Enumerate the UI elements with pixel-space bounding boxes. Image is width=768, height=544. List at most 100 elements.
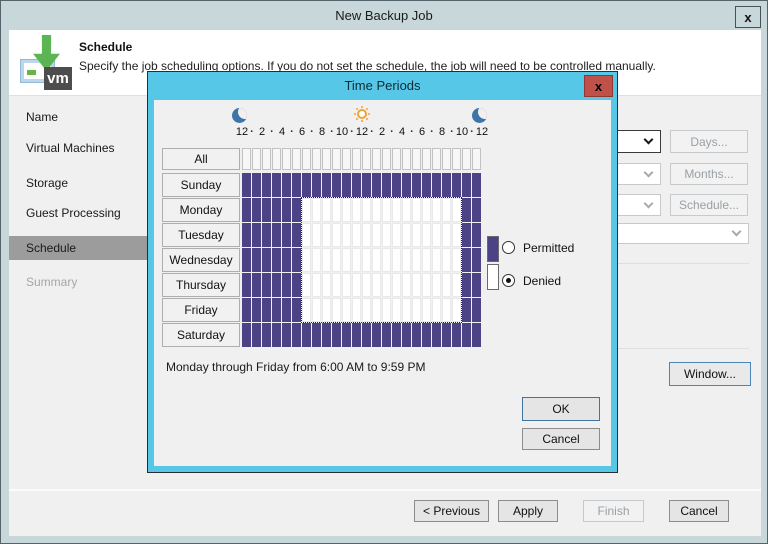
grid-cell[interactable] — [292, 223, 301, 247]
grid-cell[interactable] — [462, 148, 471, 170]
grid-cell[interactable] — [472, 298, 481, 322]
grid-cell[interactable] — [242, 323, 251, 347]
grid-cell[interactable] — [382, 198, 391, 222]
grid-cell[interactable] — [402, 148, 411, 170]
grid-cell[interactable] — [362, 248, 371, 272]
grid-cell[interactable] — [272, 248, 281, 272]
grid-cell[interactable] — [382, 173, 391, 197]
grid-cell[interactable] — [352, 198, 361, 222]
grid-cell[interactable] — [462, 198, 471, 222]
grid-cell[interactable] — [322, 223, 331, 247]
grid-cell[interactable] — [382, 273, 391, 297]
grid-cell[interactable] — [272, 298, 281, 322]
grid-cell[interactable] — [472, 173, 481, 197]
months-button[interactable]: Months... — [670, 163, 748, 185]
grid-row-label[interactable]: Friday — [162, 298, 240, 322]
grid-cell[interactable] — [372, 148, 381, 170]
sidebar-item-name[interactable]: Name — [26, 110, 59, 124]
grid-cell[interactable] — [292, 248, 301, 272]
grid-cell[interactable] — [392, 248, 401, 272]
grid-cell[interactable] — [382, 248, 391, 272]
grid-cell[interactable] — [312, 148, 321, 170]
grid-row-label[interactable]: Monday — [162, 198, 240, 222]
grid-cell[interactable] — [402, 298, 411, 322]
grid-cell[interactable] — [442, 248, 451, 272]
grid-cell[interactable] — [342, 173, 351, 197]
grid-cell[interactable] — [352, 173, 361, 197]
grid-cell[interactable] — [252, 273, 261, 297]
grid-cell[interactable] — [392, 323, 401, 347]
window-titlebar[interactable]: New Backup Job — [1, 1, 767, 30]
sidebar-item-summary[interactable]: Summary — [26, 275, 78, 289]
grid-cell[interactable] — [392, 273, 401, 297]
grid-cell[interactable] — [342, 298, 351, 322]
grid-cell[interactable] — [372, 173, 381, 197]
previous-button[interactable]: < Previous — [414, 500, 489, 522]
grid-cell[interactable] — [432, 323, 441, 347]
grid-cell[interactable] — [312, 298, 321, 322]
grid-cell[interactable] — [242, 273, 251, 297]
grid-cell[interactable] — [342, 323, 351, 347]
grid-cell[interactable] — [312, 173, 321, 197]
grid-cell[interactable] — [402, 198, 411, 222]
grid-cell[interactable] — [292, 298, 301, 322]
grid-cell[interactable] — [442, 198, 451, 222]
grid-cell[interactable] — [372, 273, 381, 297]
grid-cell[interactable] — [402, 273, 411, 297]
grid-cell[interactable] — [422, 173, 431, 197]
grid-cell[interactable] — [282, 248, 291, 272]
grid-cell[interactable] — [302, 273, 311, 297]
grid-cell[interactable] — [432, 223, 441, 247]
grid-cell[interactable] — [402, 323, 411, 347]
grid-row-label[interactable]: Tuesday — [162, 223, 240, 247]
grid-cell[interactable] — [372, 248, 381, 272]
grid-cell[interactable] — [252, 198, 261, 222]
grid-cell[interactable] — [362, 323, 371, 347]
grid-cell[interactable] — [442, 173, 451, 197]
grid-cell[interactable] — [282, 173, 291, 197]
grid-cell[interactable] — [412, 198, 421, 222]
grid-cell[interactable] — [422, 148, 431, 170]
grid-cell[interactable] — [452, 148, 461, 170]
grid-cell[interactable] — [412, 223, 421, 247]
grid-cell[interactable] — [362, 148, 371, 170]
grid-cell[interactable] — [412, 248, 421, 272]
grid-row-label[interactable]: Saturday — [162, 323, 240, 347]
grid-cell[interactable] — [322, 198, 331, 222]
grid-cell[interactable] — [332, 198, 341, 222]
grid-cell[interactable] — [432, 248, 441, 272]
grid-cell[interactable] — [392, 148, 401, 170]
grid-cell[interactable] — [272, 323, 281, 347]
grid-cell[interactable] — [242, 148, 251, 170]
grid-cell[interactable] — [472, 323, 481, 347]
grid-cell[interactable] — [242, 298, 251, 322]
grid-cell[interactable] — [262, 223, 271, 247]
grid-cell[interactable] — [402, 223, 411, 247]
grid-cell[interactable] — [362, 273, 371, 297]
dialog-cancel-button[interactable]: Cancel — [522, 428, 600, 450]
grid-cell[interactable] — [372, 298, 381, 322]
grid-cell[interactable] — [272, 223, 281, 247]
grid-cell[interactable] — [372, 223, 381, 247]
sidebar-item-guest-processing[interactable]: Guest Processing — [26, 206, 121, 220]
grid-cell[interactable] — [292, 198, 301, 222]
grid-cell[interactable] — [442, 273, 451, 297]
grid-cell[interactable] — [352, 248, 361, 272]
grid-cell[interactable] — [452, 298, 461, 322]
grid-cell[interactable] — [382, 223, 391, 247]
grid-cell[interactable] — [302, 323, 311, 347]
grid-cell[interactable] — [262, 248, 271, 272]
grid-cell[interactable] — [362, 223, 371, 247]
grid-cell[interactable] — [392, 223, 401, 247]
grid-cell[interactable] — [442, 323, 451, 347]
grid-cell[interactable] — [472, 148, 481, 170]
sidebar-item-schedule[interactable]: Schedule — [9, 236, 149, 260]
window-button[interactable]: Window... — [669, 362, 751, 386]
grid-cell[interactable] — [432, 273, 441, 297]
grid-cell[interactable] — [342, 148, 351, 170]
grid-cell[interactable] — [322, 148, 331, 170]
grid-cell[interactable] — [452, 273, 461, 297]
denied-radio[interactable] — [502, 274, 515, 287]
grid-cell[interactable] — [382, 148, 391, 170]
grid-cell[interactable] — [332, 223, 341, 247]
